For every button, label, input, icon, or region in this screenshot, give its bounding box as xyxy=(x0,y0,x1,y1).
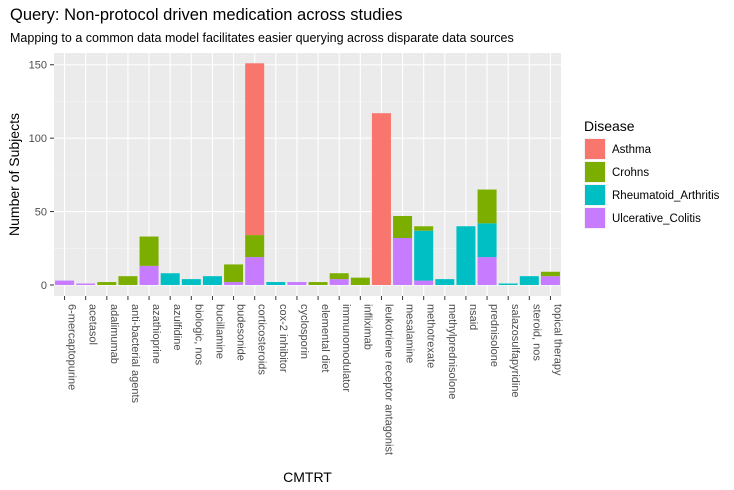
bar-ulcerative-colitis xyxy=(245,257,265,285)
bars xyxy=(55,63,560,285)
bar-crohns xyxy=(224,264,244,283)
bar-ulcerative-colitis xyxy=(414,280,434,285)
legend-label: Ulcerative_Colitis xyxy=(612,213,701,225)
legend: Disease Asthma Crohns Rheumatoid_Arthritis… xyxy=(584,118,720,229)
bar-ulcerative-colitis xyxy=(393,238,413,285)
x-tick-label: prednisolone xyxy=(488,304,500,367)
y-tick-label: 150 xyxy=(29,60,47,72)
bar-rheumatoid-arthritis xyxy=(456,226,476,285)
x-tick-label: salazosulfapyridine xyxy=(509,304,521,398)
x-tick-label: corticosteroids xyxy=(256,304,268,375)
legend-label: Asthma xyxy=(612,144,652,156)
legend-swatch xyxy=(585,139,605,159)
x-tick-label: leukotriene receptor antagonist xyxy=(382,304,394,455)
y-tick-label: 0 xyxy=(41,280,47,292)
chart-subtitle: Mapping to a common data model facilitat… xyxy=(10,31,514,45)
bar-crohns xyxy=(540,271,560,277)
chart-title: Query: Non-protocol driven medication ac… xyxy=(10,6,403,24)
bar-crohns xyxy=(118,276,138,285)
x-tick-label: bucillamine xyxy=(213,304,225,359)
bar-rheumatoid-arthritis xyxy=(435,279,455,285)
x-tick-label: methotrexate xyxy=(425,304,437,368)
bar-crohns xyxy=(308,282,328,285)
x-tick-label: biologic, nos xyxy=(192,304,204,366)
bar-ulcerative-colitis xyxy=(139,265,159,285)
y-tick-label: 50 xyxy=(35,207,47,219)
x-tick-label: adalimumab xyxy=(108,304,120,364)
legend-label: Rheumatoid_Arthritis xyxy=(612,190,720,202)
legend-title: Disease xyxy=(584,118,635,134)
bar-rheumatoid-arthritis xyxy=(266,282,286,285)
y-axis: 0 50 100 150 xyxy=(29,60,54,292)
x-axis-title: CMTRT xyxy=(283,469,332,485)
x-tick-label: mesalamine xyxy=(404,304,416,363)
x-tick-label: azathioprine xyxy=(150,304,162,364)
x-tick-label: topical therapy xyxy=(551,304,563,376)
x-tick-label: cox-2 inhibitor xyxy=(277,304,289,373)
bar-rheumatoid-arthritis xyxy=(498,283,518,285)
legend-swatch xyxy=(585,162,605,182)
bar-rheumatoid-arthritis xyxy=(181,279,201,285)
legend-swatch xyxy=(585,185,605,205)
bar-rheumatoid-arthritis xyxy=(202,276,222,285)
plot-background xyxy=(54,53,561,296)
x-tick-label: budesonide xyxy=(235,304,247,361)
legend-swatch xyxy=(585,208,605,228)
bar-crohns xyxy=(414,226,434,231)
x-tick-label: nsaid xyxy=(467,304,479,330)
bar-crohns xyxy=(245,235,265,258)
x-tick-label: infliximab xyxy=(361,304,373,350)
legend-label: Crohns xyxy=(612,167,649,179)
bar-rheumatoid-arthritis xyxy=(160,273,180,285)
x-axis: 6-mercaptopurine acetasol adalimumab anti-b… xyxy=(64,296,563,455)
bar-crohns xyxy=(393,215,413,239)
bar-crohns xyxy=(97,282,117,285)
bar-crohns xyxy=(329,273,349,280)
bar-rheumatoid-arthritis xyxy=(519,276,539,285)
bar-ulcerative-colitis xyxy=(540,276,560,285)
x-tick-label: immunomodulator xyxy=(340,304,352,392)
x-tick-label: cyclosporin xyxy=(298,304,310,359)
bar-ulcerative-colitis xyxy=(287,282,307,285)
x-tick-label: acetasol xyxy=(87,304,99,345)
bar-ulcerative-colitis xyxy=(329,279,349,285)
x-tick-label: methylprednisolone xyxy=(446,304,458,399)
bar-rheumatoid-arthritis xyxy=(414,230,434,281)
bar-crohns xyxy=(350,277,370,285)
x-tick-label: steroid, nos xyxy=(530,304,542,361)
bar-asthma xyxy=(245,63,265,236)
bar-ulcerative-colitis xyxy=(76,283,96,285)
x-tick-label: elemental diet xyxy=(319,304,331,373)
bar-ulcerative-colitis xyxy=(224,282,244,285)
bar-crohns xyxy=(477,189,497,224)
y-tick-label: 100 xyxy=(29,133,47,145)
x-tick-label: 6-mercaptopurine xyxy=(66,304,78,390)
bar-asthma xyxy=(371,113,391,285)
bar-rheumatoid-arthritis xyxy=(477,223,497,258)
y-axis-title: Number of Subjects xyxy=(6,113,22,236)
bar-ulcerative-colitis xyxy=(55,280,75,285)
bar-crohns xyxy=(139,236,159,266)
bar-ulcerative-colitis xyxy=(477,257,497,285)
x-tick-label: azulfidine xyxy=(171,304,183,350)
x-tick-label: anti-bacterial agents xyxy=(129,304,141,404)
